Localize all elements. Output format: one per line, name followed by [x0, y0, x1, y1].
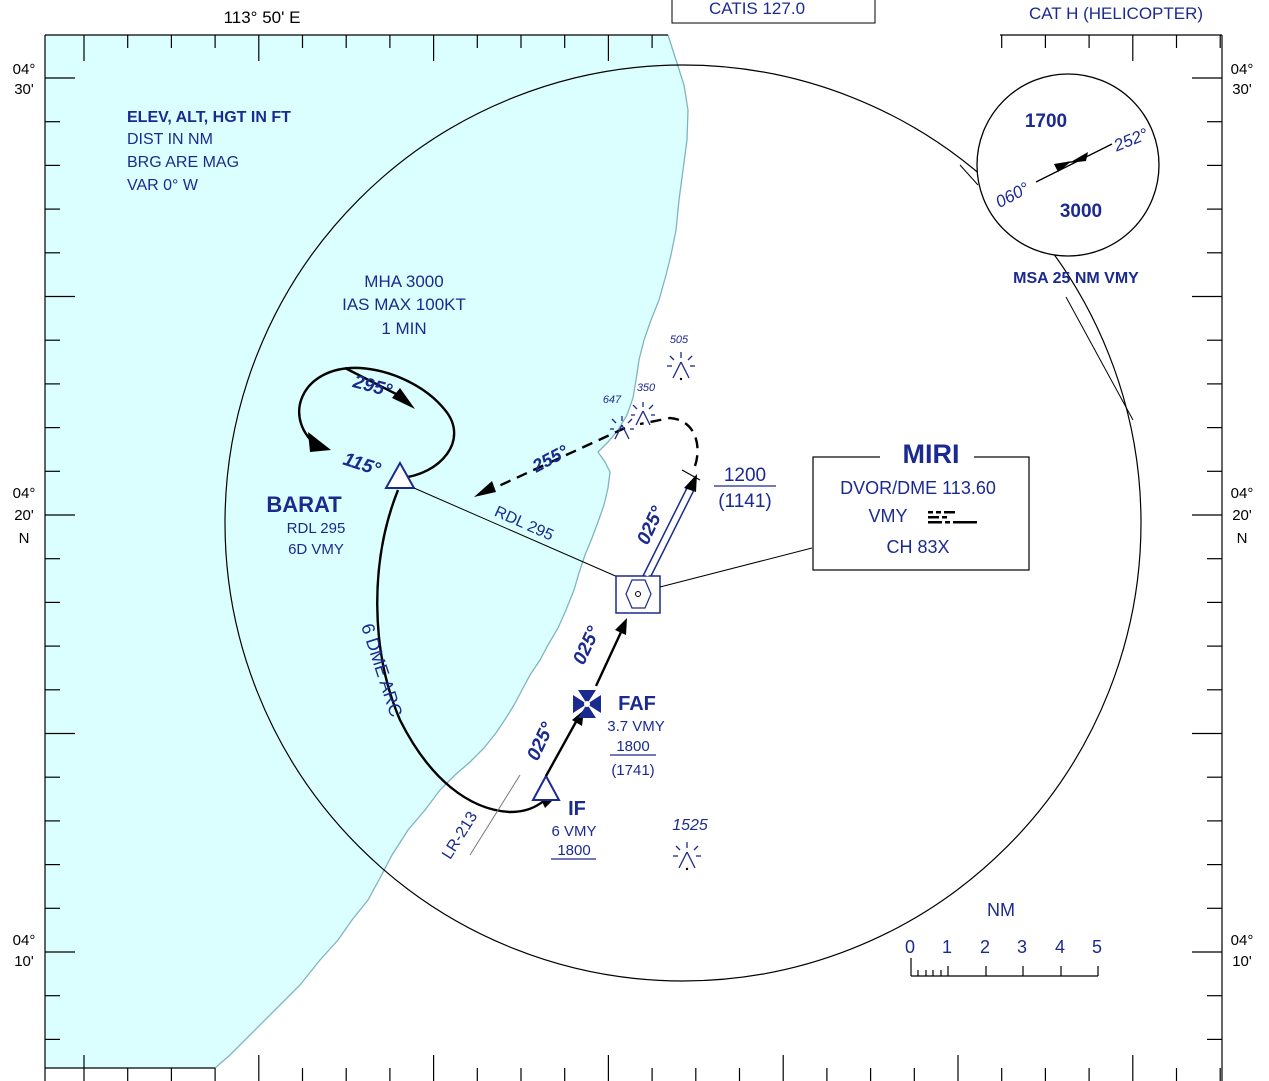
final-course-2: 025°	[569, 623, 605, 668]
holding-ias: IAS MAX 100KT	[342, 295, 466, 314]
missed-approach-outbound	[489, 426, 626, 492]
catis-box	[671, 0, 876, 24]
navaid-leader	[659, 547, 813, 588]
scale-tick-label: 0	[905, 937, 915, 957]
sea-area	[45, 35, 688, 1068]
scale-tick-label: 4	[1055, 937, 1065, 957]
lat-10-deg-left: 04°	[13, 932, 36, 949]
radial-295-line	[413, 487, 621, 579]
msa-north-alt: 1700	[1025, 111, 1067, 132]
category-label: CAT H (HELICOPTER)	[1029, 4, 1203, 23]
morse-code-icon	[928, 511, 977, 524]
note-bearings: BRG ARE MAG	[127, 154, 239, 171]
final-track-if-faf	[544, 719, 579, 777]
scale-tick-label: 1	[942, 937, 952, 957]
obstacle-505: 505	[670, 334, 689, 346]
lat-30-deg-left: 04°	[13, 61, 36, 78]
latitude-labels: 04° 30' 04° 30' 04° 20' N 04° 20' N 04° …	[13, 61, 1254, 970]
lat-20-hemi-left: N	[19, 530, 30, 547]
scale-labels: 0 1 2 3 4 5	[905, 937, 1102, 957]
holding-arrow-inbound	[308, 432, 331, 452]
holding-track	[298, 366, 456, 480]
msa-leader	[1065, 296, 1134, 421]
navaid-ident: VMY	[868, 506, 907, 526]
msa-sector-line	[1035, 143, 1113, 183]
airway-lr213-label: LR-213	[439, 809, 481, 863]
missed-altitude-tick	[681, 469, 701, 481]
catis-label: CATIS 127.0	[709, 0, 805, 18]
missed-approach-turn	[639, 416, 699, 467]
lat-10-deg-right: 04°	[1231, 932, 1254, 949]
navaid-box	[812, 456, 1030, 571]
coastline	[214, 34, 689, 1069]
missed-approach-arrow	[684, 474, 697, 492]
msa-arrow-right	[1069, 152, 1088, 163]
note-units-dist: DIST IN NM	[127, 131, 213, 148]
scale-tick-label: 5	[1092, 937, 1102, 957]
obstacle-350: 350	[637, 382, 656, 394]
obstacle-1525: 1525	[672, 817, 708, 834]
holding-mha: MHA 3000	[364, 272, 443, 291]
note-variation: VAR 0° W	[127, 177, 199, 194]
if-dist: 6 VMY	[551, 823, 596, 840]
if-fix-icon	[531, 773, 561, 801]
navaid-name: MIRI	[903, 439, 960, 469]
lat-20-deg-left: 04°	[13, 485, 36, 502]
obstacle-647: 647	[603, 394, 622, 406]
faf-icon	[573, 690, 601, 718]
msa-arrow-left	[1054, 161, 1072, 172]
lat-10-min-left: 10'	[14, 953, 34, 970]
if-altitude: 1800	[557, 842, 590, 859]
note-units-elev: ELEV, ALT, HGT IN FT	[127, 109, 291, 126]
msa-label: MSA 25 NM VMY	[1013, 270, 1139, 287]
scale-tick-label: 2	[980, 937, 990, 957]
missed-approach-climb-fill	[645, 487, 693, 577]
obstacle-icons	[610, 352, 701, 871]
holding-arrow-outbound	[392, 388, 415, 409]
chart-notes: ELEV, ALT, HGT IN FT DIST IN NM BRG ARE …	[127, 109, 291, 194]
scale-bar	[910, 958, 1099, 977]
navaid-channel: CH 83X	[886, 537, 949, 557]
scale-unit: NM	[987, 900, 1015, 920]
missed-approach-outbound-arrow	[474, 481, 496, 497]
lat-20-min-left: 20'	[14, 507, 34, 524]
dme-arc	[376, 489, 546, 814]
final-course-1: 025°	[523, 719, 559, 764]
missed-altitude: 1200	[724, 465, 766, 486]
lat-30-min-right: 30'	[1232, 81, 1252, 98]
msa-south-alt: 3000	[1060, 201, 1102, 222]
scale-tick-label: 3	[1017, 937, 1027, 957]
barat-name: BARAT	[266, 492, 342, 517]
lat-30-deg-right: 04°	[1231, 61, 1254, 78]
range-circle	[224, 64, 1142, 982]
vor-dme-icon	[615, 575, 661, 614]
barat-fix-icon	[384, 460, 416, 489]
final-track-faf-vor	[594, 629, 624, 687]
msa-leader-top	[959, 164, 979, 186]
graticule-ticks	[45, 35, 1222, 1081]
if-name: IF	[568, 798, 586, 820]
lat-20-min-right: 20'	[1232, 507, 1252, 524]
holding-outbound-leg	[344, 366, 399, 397]
final-arrow-2	[615, 618, 627, 635]
faf-altitude: 1800	[616, 738, 649, 755]
barat-rdl: RDL 295	[287, 520, 346, 537]
barat-dist: 6D VMY	[288, 541, 344, 558]
faf-name: FAF	[618, 693, 656, 715]
airway-lr213-line	[469, 774, 521, 856]
longitude-label: 113° 50' E	[224, 8, 301, 27]
lat-10-min-right: 10'	[1232, 953, 1252, 970]
missed-approach-climb	[642, 485, 695, 577]
navaid-freq: DVOR/DME 113.60	[840, 478, 996, 498]
msa-circle	[976, 73, 1160, 257]
navaid-name-mask	[880, 444, 974, 472]
faf-height: (1741)	[611, 762, 654, 779]
holding-time: 1 MIN	[381, 319, 426, 338]
lat-20-hemi-right: N	[1237, 530, 1248, 547]
missed-height: (1141)	[718, 491, 772, 512]
faf-dist: 3.7 VMY	[607, 718, 665, 735]
lat-20-deg-right: 04°	[1231, 485, 1254, 502]
lat-30-min-left: 30'	[14, 81, 34, 98]
